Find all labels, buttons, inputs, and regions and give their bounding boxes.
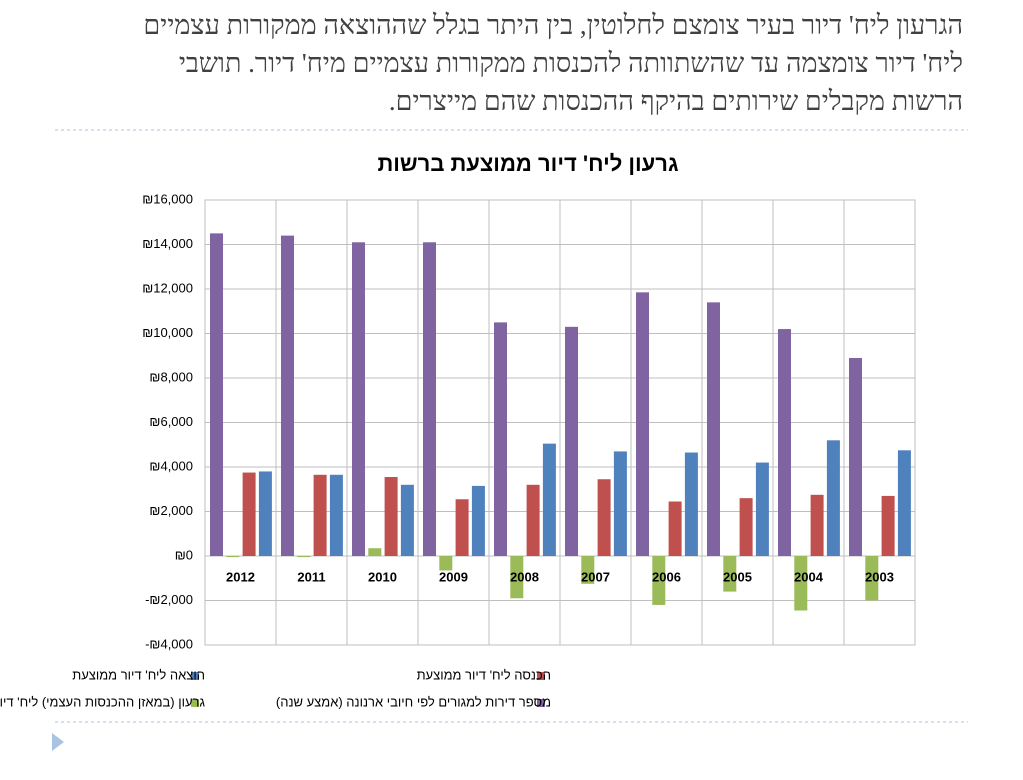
y-tick-label: ₪2,000 — [149, 503, 193, 518]
bar — [242, 472, 256, 556]
y-tick-label: ₪4,000 — [149, 458, 193, 473]
x-tick-label: 2004 — [794, 569, 824, 584]
legend-marker — [191, 672, 199, 680]
bar — [439, 556, 453, 571]
legend-label: גרעון (במאזן ההכנסות העצמי) ליח' דיור ממ… — [0, 694, 205, 709]
bar — [755, 462, 769, 556]
bar — [423, 242, 436, 556]
x-tick-label: 2012 — [226, 569, 255, 584]
x-tick-label: 2006 — [652, 569, 681, 584]
chart-title: גרעון ליח' דיור ממוצעת ברשות — [378, 151, 679, 176]
bar — [258, 471, 272, 556]
bar — [636, 292, 649, 556]
bar — [597, 479, 611, 556]
bar — [471, 485, 485, 556]
legend-label: מספר דירות למגורים לפי חיובי ארנונה (אמצ… — [276, 694, 551, 709]
bar — [313, 474, 327, 556]
y-tick-label: -₪4,000 — [145, 636, 193, 651]
bar — [384, 477, 398, 556]
y-tick-label: ₪0 — [175, 547, 193, 562]
bar — [707, 302, 720, 556]
legend-marker — [537, 672, 545, 680]
x-tick-label: 2005 — [723, 569, 752, 584]
legend-label: הוצאה ליח' דיור ממוצעת — [72, 667, 205, 682]
bar — [581, 556, 595, 584]
y-tick-label: ₪16,000 — [142, 191, 193, 206]
bar — [542, 443, 556, 556]
x-tick-label: 2010 — [368, 569, 397, 584]
bar — [352, 242, 365, 556]
bar — [281, 235, 294, 556]
header-line: הגרעון ליח' דיור בעיר צומצם לחלוטין, בין… — [143, 10, 963, 40]
bar — [565, 326, 578, 556]
x-tick-label: 2007 — [581, 569, 610, 584]
bar — [226, 556, 240, 558]
bar — [652, 556, 666, 605]
bar — [778, 329, 791, 556]
y-tick-label: ₪14,000 — [142, 236, 193, 251]
bar — [400, 484, 414, 556]
nav-arrow — [52, 733, 64, 751]
bar — [849, 357, 862, 556]
x-tick-label: 2003 — [865, 569, 894, 584]
bar — [794, 556, 808, 611]
bar — [613, 451, 627, 556]
y-tick-label: -₪2,000 — [145, 592, 193, 607]
bar — [526, 484, 540, 556]
bar — [368, 548, 382, 556]
bar — [668, 501, 682, 556]
bar — [723, 556, 737, 592]
bar — [897, 450, 911, 556]
bar — [826, 440, 840, 556]
header-line: הרשות מקבלים שירותים בהיקף ההכנסות שהם מ… — [388, 86, 963, 116]
bar — [455, 499, 469, 556]
bar — [510, 556, 524, 599]
legend-marker — [537, 699, 545, 707]
bar — [684, 452, 698, 556]
bar — [739, 498, 753, 556]
bar — [329, 474, 343, 556]
y-tick-label: ₪8,000 — [149, 369, 193, 384]
legend-label: הכנסה ליח' דיור ממוצעת — [417, 667, 551, 682]
bar — [881, 495, 895, 556]
header-line: ליח' דיור צומצמה עד שהשתוותה להכנסות ממק… — [178, 48, 963, 78]
y-tick-label: ₪6,000 — [149, 414, 193, 429]
x-tick-label: 2008 — [510, 569, 539, 584]
bar — [865, 556, 879, 601]
x-tick-label: 2009 — [439, 569, 468, 584]
plot-border — [204, 199, 916, 646]
x-tick-label: 2011 — [297, 569, 325, 584]
header: הגרעון ליח' דיור בעיר צומצם לחלוטין, בין… — [43, 6, 963, 120]
bar — [297, 556, 311, 558]
bar — [210, 233, 223, 556]
bar — [494, 322, 507, 556]
y-tick-label: ₪10,000 — [142, 325, 193, 340]
bar — [810, 494, 824, 556]
legend-marker — [191, 699, 199, 707]
y-tick-label: ₪12,000 — [142, 280, 193, 295]
